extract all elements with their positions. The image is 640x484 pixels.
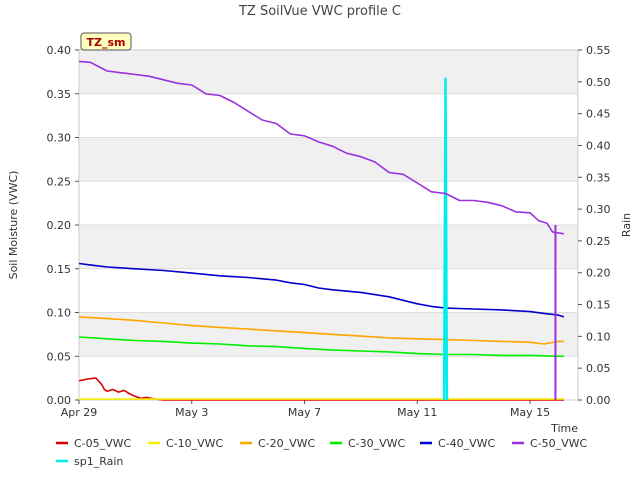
y-tick-label: 0.35 bbox=[47, 88, 72, 101]
x-axis-label: Time bbox=[550, 422, 578, 435]
series-line-c-30-vwc bbox=[78, 336, 564, 358]
y2-tick-label: 0.35 bbox=[586, 171, 611, 184]
x-tick-label: May 7 bbox=[288, 406, 321, 419]
y-tick-label: 0.20 bbox=[47, 219, 72, 232]
y-axis-ticks: 0.00 0.05 0.10 0.15 0.20 0.25 0.30 0.35 0.40 bbox=[47, 44, 79, 407]
legend-label-c-10-vwc: C-10_VWC bbox=[166, 437, 224, 450]
y-tick-label: 0.25 bbox=[47, 175, 72, 188]
y-tick-label: 0.10 bbox=[47, 307, 72, 320]
x-axis-ticks: Apr 29 May 3 May 7 May 11 May 15 bbox=[61, 400, 550, 419]
legend-label-c-20-vwc: C-20_VWC bbox=[258, 437, 316, 450]
legend-label-c-50-vwc: C-50_VWC bbox=[530, 437, 588, 450]
y2-tick-label: 0.00 bbox=[586, 394, 611, 407]
y2-tick-label: 0.05 bbox=[586, 362, 611, 375]
legend-label-c-05-vwc: C-05_VWC bbox=[74, 437, 132, 450]
y-tick-label: 0.05 bbox=[47, 350, 72, 363]
legend-label-sp1-rain: sp1_Rain bbox=[74, 455, 123, 468]
y-tick-label: 0.40 bbox=[47, 44, 72, 57]
plot-band bbox=[79, 50, 578, 94]
series-line-c-50-vwc bbox=[78, 60, 565, 235]
x-tick-label: May 3 bbox=[175, 406, 208, 419]
y2-tick-label: 0.15 bbox=[586, 299, 611, 312]
legend: C-05_VWC C-10_VWC C-20_VWC C-30_VWC C-40_VWC… bbox=[56, 437, 588, 468]
legend-label-c-40-vwc: C-40_VWC bbox=[438, 437, 496, 450]
x-tick-label: May 11 bbox=[397, 406, 437, 419]
y2-axis-ticks: 0.00 0.05 0.10 0.15 0.20 0.25 0.30 0.35 0.40 0.45… bbox=[578, 44, 611, 407]
chart-title: TZ SoilVue VWC profile C bbox=[238, 4, 401, 19]
legend-label-c-30-vwc: C-30_VWC bbox=[348, 437, 406, 450]
series-layer bbox=[78, 60, 565, 401]
y-tick-label: 0.15 bbox=[47, 263, 72, 276]
y-tick-label: 0.00 bbox=[47, 394, 72, 407]
station-badge-label: TZ_sm bbox=[87, 36, 126, 49]
y2-tick-label: 0.30 bbox=[586, 203, 611, 216]
y2-tick-label: 0.20 bbox=[586, 267, 611, 280]
y2-tick-label: 0.40 bbox=[586, 139, 611, 152]
y2-tick-label: 0.25 bbox=[586, 235, 611, 248]
y2-axis-label: Rain bbox=[620, 213, 633, 237]
y2-tick-label: 0.10 bbox=[586, 330, 611, 343]
plot-band bbox=[79, 225, 578, 269]
plot-bands bbox=[79, 50, 578, 357]
station-badge-box bbox=[80, 32, 132, 51]
series-line-c-05-vwc bbox=[78, 377, 564, 401]
series-line-sp1-rain bbox=[442, 77, 449, 401]
y2-tick-label: 0.55 bbox=[586, 44, 611, 57]
plot-band bbox=[79, 137, 578, 182]
station-badge: TZ_sm bbox=[80, 32, 132, 51]
series-line-c-20-vwc bbox=[78, 316, 564, 345]
y-tick-label: 0.30 bbox=[47, 132, 72, 145]
y2-tick-label: 0.45 bbox=[586, 108, 611, 121]
x-tick-label: Apr 29 bbox=[61, 406, 98, 419]
y-axis-label: Soil Moisture (VWC) bbox=[7, 171, 20, 280]
x-tick-label: May 15 bbox=[510, 406, 550, 419]
series-line-c-40-vwc bbox=[78, 262, 565, 318]
y2-tick-label: 0.50 bbox=[586, 76, 611, 89]
